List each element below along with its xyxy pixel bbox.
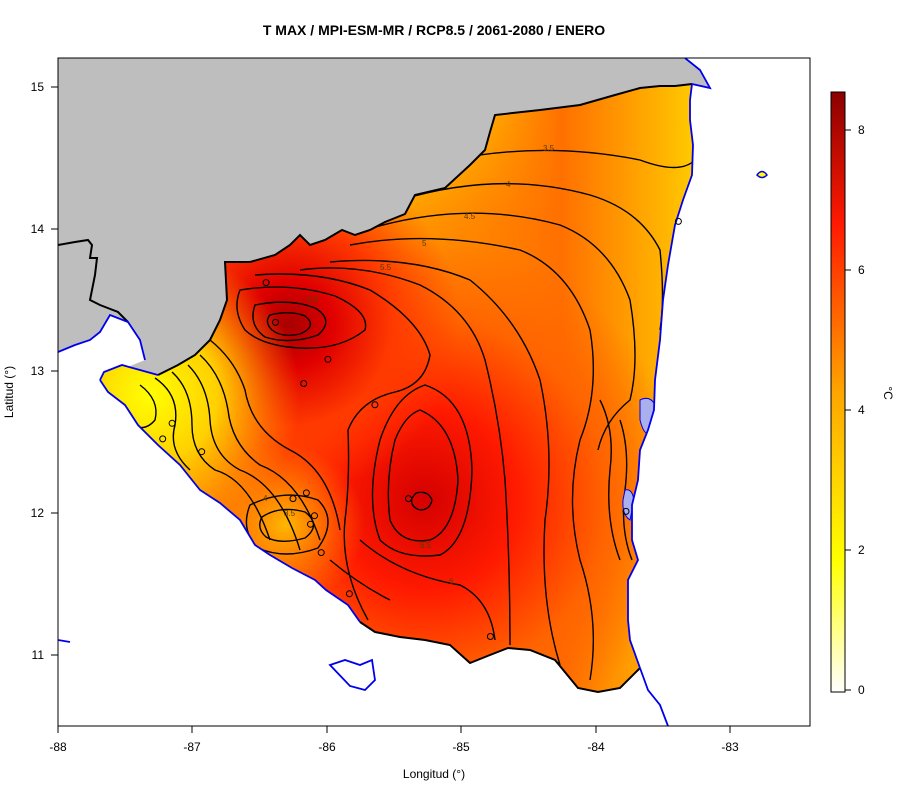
contour-label: 5.5 xyxy=(380,263,392,272)
contour-label: 6 xyxy=(449,577,454,586)
y-tick-label: 11 xyxy=(32,648,45,662)
color-legend: 8 6 4 2 0 °C xyxy=(830,91,895,697)
contour-lines xyxy=(131,149,693,681)
station-marker xyxy=(674,217,682,225)
station-marker xyxy=(272,318,279,326)
x-axis-title: Longitud (°) xyxy=(403,767,465,781)
contour-label: 4 xyxy=(263,494,268,503)
x-tick-label: -88 xyxy=(49,740,67,754)
y-tick-label: 14 xyxy=(31,222,45,236)
borders xyxy=(58,83,693,694)
contour-label: 4.5 xyxy=(464,212,476,221)
station-marker xyxy=(317,549,325,557)
contour-label: 3.5 xyxy=(543,144,555,153)
colorbar-tick-label: 6 xyxy=(858,263,865,277)
colorbar-tick-label: 4 xyxy=(858,403,865,417)
station-marker xyxy=(168,419,176,427)
coastlines xyxy=(58,58,768,726)
y-axis: 15 14 13 12 11 xyxy=(31,80,59,662)
colorbar-tick-label: 8 xyxy=(858,123,865,137)
station-marker xyxy=(371,401,379,409)
y-tick-label: 12 xyxy=(31,506,45,520)
contour-label: 6.5 xyxy=(420,541,432,550)
station-marker xyxy=(302,489,310,497)
station-marker xyxy=(289,495,297,503)
x-tick-label: -83 xyxy=(721,740,739,754)
y-tick-label: 13 xyxy=(31,364,45,378)
colorbar xyxy=(830,91,846,693)
station-marker xyxy=(324,355,332,363)
colorbar-tick-label: 2 xyxy=(858,543,865,557)
y-axis-title: Latitud (°) xyxy=(2,366,16,418)
pacific-ocean xyxy=(58,315,668,726)
station-marker xyxy=(198,448,206,456)
station-marker xyxy=(307,520,314,528)
x-tick-label: -87 xyxy=(183,740,201,754)
station-marker xyxy=(311,512,318,520)
x-tick-label: -86 xyxy=(318,740,336,754)
contour-label: 6.5 xyxy=(307,295,319,304)
y-tick-label: 15 xyxy=(31,80,45,94)
x-axis: -88 -87 -86 -85 -84 -83 xyxy=(49,725,739,754)
station-marker xyxy=(486,633,494,640)
x-tick-label: -85 xyxy=(452,740,470,754)
station-marker xyxy=(345,590,353,598)
station-marker xyxy=(405,495,412,503)
contour-label: 4 xyxy=(506,180,511,189)
station-marker xyxy=(262,279,270,287)
station-marker xyxy=(159,435,167,443)
contour-label: 3.5 xyxy=(284,509,296,518)
station-marker xyxy=(622,507,630,515)
colorbar-unit: °C xyxy=(881,386,895,400)
station-markers xyxy=(159,217,682,640)
contour-label-group: 3.5 4 4.5 5 5.5 6.5 4 3.5 6.5 6 xyxy=(263,144,555,586)
chart-title: T MAX / MPI-ESM-MR / RCP8.5 / 2061-2080 … xyxy=(263,22,605,38)
colorbar-tick-label: 0 xyxy=(858,683,865,697)
station-marker xyxy=(300,380,308,387)
x-tick-label: -84 xyxy=(587,740,605,754)
caribbean-sea xyxy=(628,58,810,726)
contour-label: 5 xyxy=(422,239,427,248)
